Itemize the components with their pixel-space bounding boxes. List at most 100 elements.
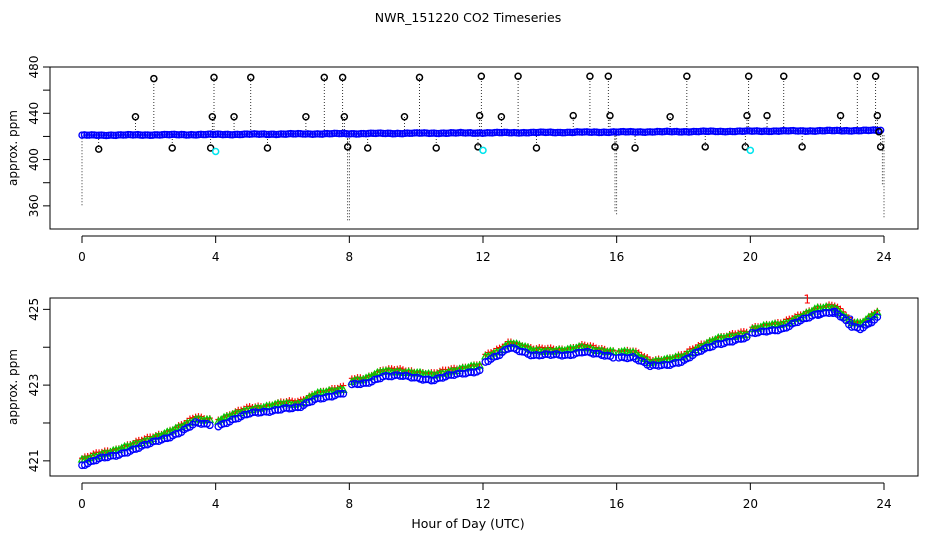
series-3-point (390, 371, 399, 380)
x-tick-label: 20 (743, 497, 758, 511)
baseline-point (279, 130, 288, 138)
baseline-point (818, 127, 827, 135)
spike-point (340, 113, 349, 121)
baseline-point (634, 128, 642, 136)
series-3-point (109, 451, 118, 460)
x-tick-label: 24 (876, 250, 891, 264)
baseline-point (602, 128, 611, 136)
x-tick-label: 8 (346, 250, 354, 264)
spike-point (415, 73, 424, 82)
x-tick-label: 24 (876, 497, 891, 511)
baseline-point (299, 130, 307, 138)
baseline-point (294, 129, 302, 138)
series-3-point (117, 449, 126, 458)
baseline-point (384, 129, 392, 137)
x-axis-label: Hour of Day (UTC) (411, 516, 524, 531)
spike-point (94, 145, 103, 153)
series-3-point (359, 379, 368, 388)
baseline-point (573, 128, 581, 136)
baseline-point (796, 127, 805, 135)
baseline-point (859, 126, 868, 134)
baseline-point (425, 129, 433, 138)
baseline-point (787, 126, 795, 135)
low-outlier-point (211, 147, 220, 156)
series-3-point (149, 437, 157, 446)
series-3-point (742, 333, 751, 341)
baseline-point (733, 127, 742, 135)
spike-point (875, 128, 883, 136)
baseline-point (855, 127, 863, 135)
spike-point (780, 72, 788, 81)
baseline-point (828, 126, 836, 135)
baseline-point (728, 127, 737, 136)
baseline-point (748, 127, 756, 135)
x-tick-label: 16 (609, 497, 624, 511)
series-3-point (248, 408, 257, 417)
spike-point (606, 111, 614, 120)
baseline-point (109, 131, 118, 140)
bottom-digit-labels: 13 33 3 (803, 293, 872, 330)
x-tick-label: 12 (475, 250, 490, 264)
top-spike-series (94, 72, 885, 153)
series-3-point (580, 348, 589, 356)
y-tick-label: 423 (27, 374, 41, 397)
baseline-point (379, 129, 387, 138)
baseline-point (335, 130, 344, 138)
series-3-point (600, 352, 609, 360)
bottom-x-axis: 0 4 8 12 16 20 24 (78, 482, 892, 511)
baseline-point (88, 131, 96, 139)
spike-point (131, 113, 140, 121)
series-3-point (722, 338, 731, 346)
baseline-point (595, 128, 603, 137)
spike-point (741, 143, 750, 151)
baseline-point (770, 127, 778, 135)
spike-point (302, 113, 310, 121)
baseline-point (495, 128, 504, 137)
baseline-point (850, 126, 858, 135)
baseline-point (447, 129, 455, 137)
baseline-point (321, 129, 329, 138)
spike-point (763, 111, 771, 120)
baseline-point (396, 129, 404, 138)
spike-point (853, 72, 862, 81)
spike-point (168, 144, 176, 152)
series-3-point (467, 368, 475, 376)
top-y-axis: 360 400 440 480 (27, 56, 51, 217)
series-3-point (396, 372, 404, 380)
baseline-point (352, 130, 361, 138)
series-3-point (768, 326, 777, 334)
spike-point (611, 143, 619, 151)
spike-point (798, 143, 806, 151)
baseline-point (464, 129, 472, 137)
baseline-point (92, 131, 101, 140)
baseline-point (483, 128, 492, 137)
bottom-y-axis: 421 423 425 (27, 298, 51, 472)
y-tick-label: 360 (27, 194, 41, 217)
baseline-point (415, 129, 424, 137)
baseline-point (808, 127, 817, 135)
digit-label: 1 (803, 293, 811, 307)
spike-point (230, 113, 238, 121)
baseline-point (83, 131, 91, 139)
spike-point (247, 73, 255, 82)
baseline-point (114, 131, 123, 139)
baseline-point (240, 130, 249, 138)
baseline-point (338, 129, 346, 138)
series-3-point (529, 351, 538, 360)
x-tick-label: 0 (78, 250, 86, 264)
baseline-point (806, 127, 814, 135)
baseline-point (325, 130, 334, 138)
baseline-point (486, 129, 494, 137)
baseline-point (124, 130, 132, 139)
series-3-point (475, 366, 484, 375)
baseline-point (617, 127, 625, 136)
baseline-point (585, 128, 594, 136)
baseline-point (177, 130, 186, 139)
y-tick-label: 425 (27, 298, 41, 321)
baseline-point (226, 130, 234, 139)
baseline-point (219, 130, 227, 139)
baseline-point (168, 130, 176, 139)
digit-label: 3 (865, 315, 873, 329)
spike-point (320, 73, 329, 82)
